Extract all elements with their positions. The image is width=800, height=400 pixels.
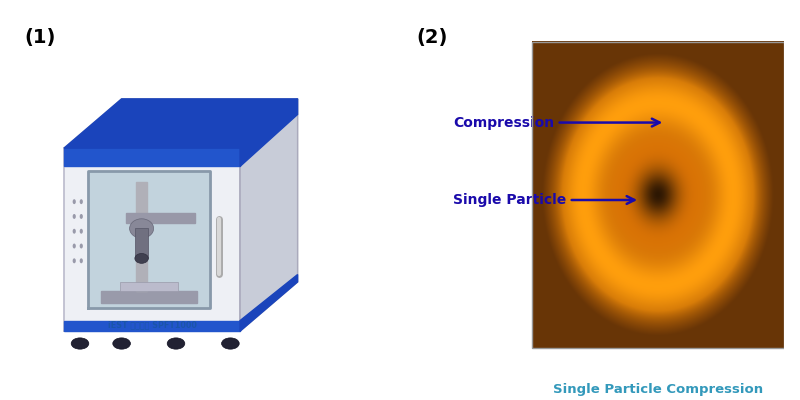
Polygon shape: [136, 182, 147, 291]
Bar: [120, 282, 178, 291]
Polygon shape: [126, 213, 195, 223]
Text: Compression: Compression: [453, 116, 660, 130]
Text: Single Particle: Single Particle: [453, 193, 634, 207]
Ellipse shape: [73, 229, 76, 234]
Polygon shape: [88, 171, 210, 308]
Bar: [532, 42, 784, 348]
Bar: [135, 228, 148, 258]
Polygon shape: [240, 274, 298, 331]
Ellipse shape: [73, 244, 76, 248]
Text: (2): (2): [416, 28, 447, 47]
Polygon shape: [64, 148, 240, 166]
Polygon shape: [101, 291, 197, 303]
Ellipse shape: [135, 254, 148, 263]
Polygon shape: [64, 99, 298, 148]
Ellipse shape: [113, 338, 130, 349]
Polygon shape: [240, 99, 298, 331]
Ellipse shape: [222, 338, 239, 349]
Ellipse shape: [73, 214, 76, 219]
Polygon shape: [64, 321, 240, 331]
Text: (1): (1): [24, 28, 55, 47]
Text: Single Particle Compression
(Bottom View): Single Particle Compression (Bottom View…: [553, 383, 763, 400]
Ellipse shape: [80, 214, 83, 219]
Ellipse shape: [80, 258, 83, 263]
Polygon shape: [64, 148, 240, 331]
Ellipse shape: [73, 199, 76, 204]
Text: iEST 元能科技 SPFT1000: iEST 元能科技 SPFT1000: [107, 320, 197, 329]
Ellipse shape: [73, 258, 76, 263]
Ellipse shape: [80, 199, 83, 204]
Ellipse shape: [80, 229, 83, 234]
Ellipse shape: [167, 338, 185, 349]
Ellipse shape: [71, 338, 89, 349]
Polygon shape: [64, 99, 298, 148]
Ellipse shape: [130, 219, 154, 238]
Polygon shape: [240, 99, 298, 166]
Ellipse shape: [80, 244, 83, 248]
